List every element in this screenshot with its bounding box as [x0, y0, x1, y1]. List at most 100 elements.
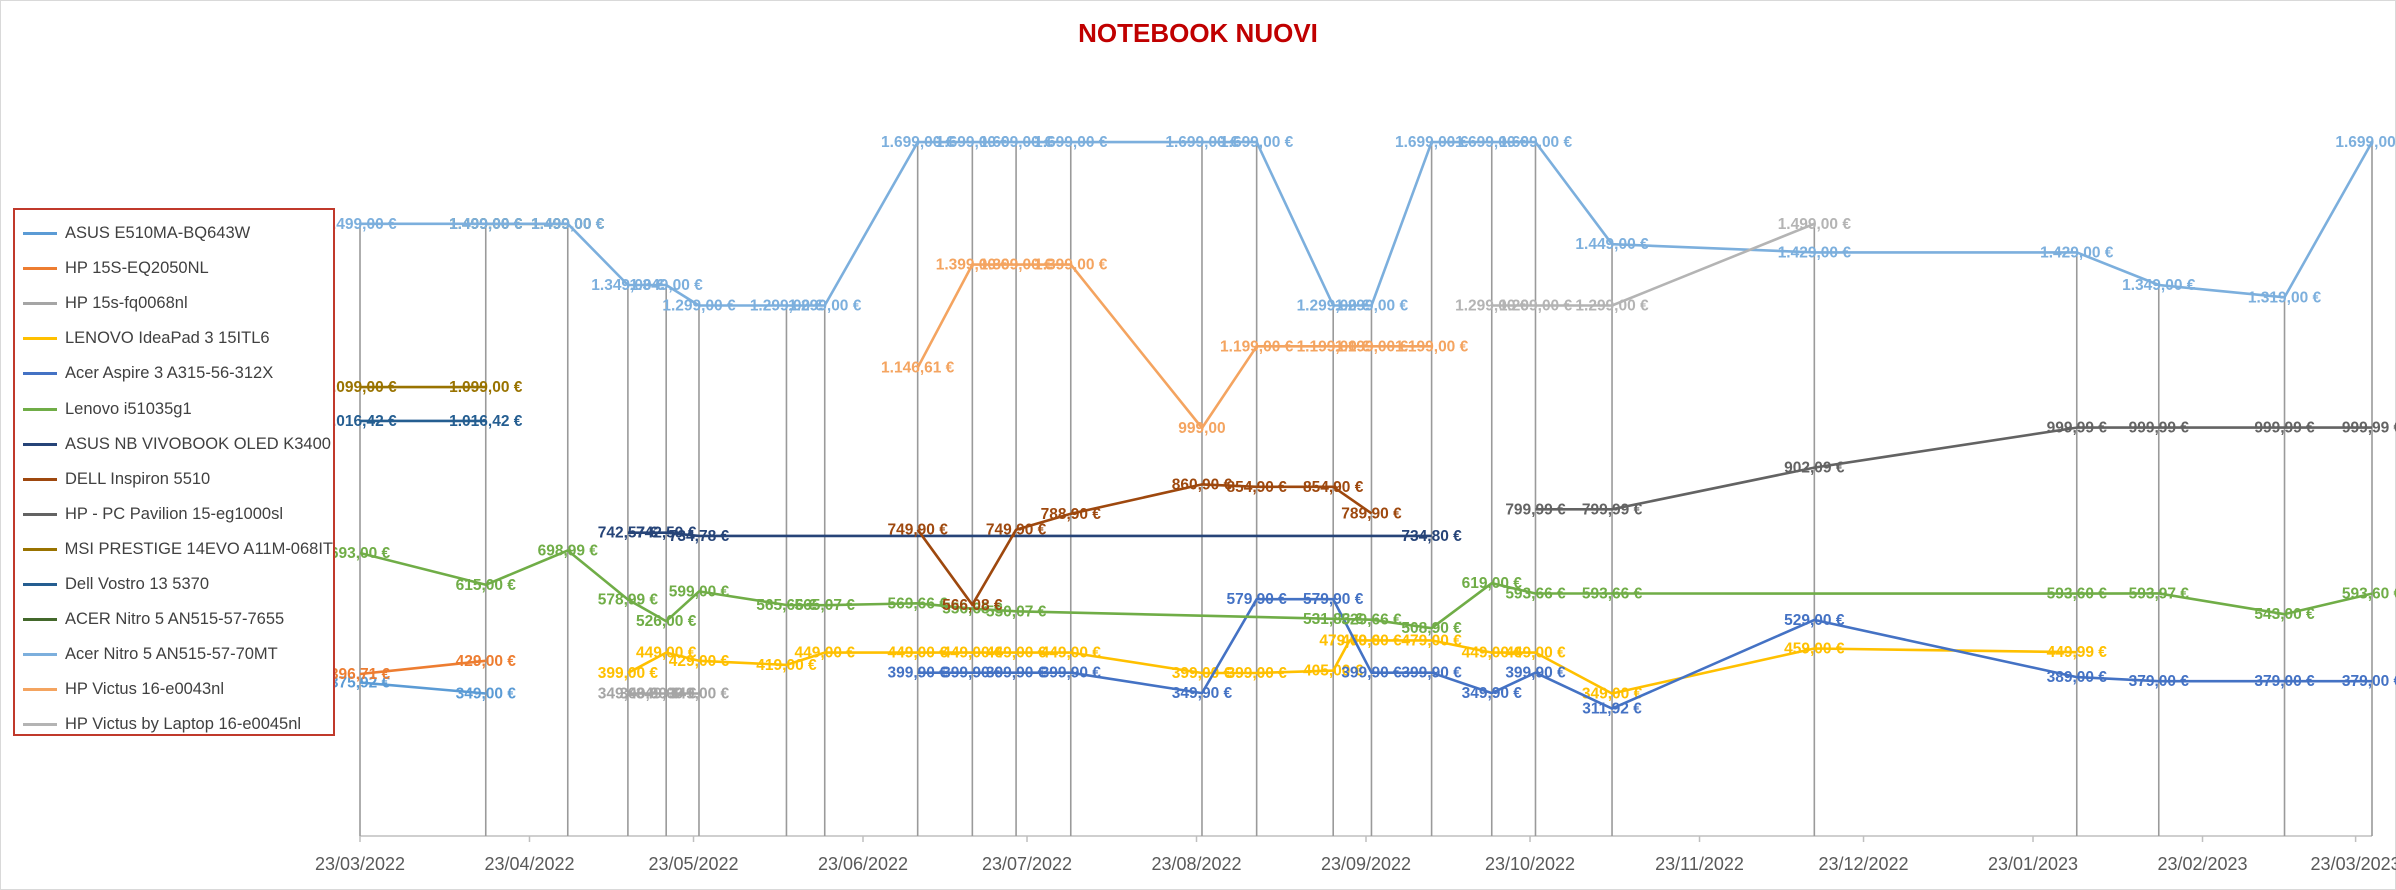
- data-label-3-4: 449,00 €: [795, 645, 856, 662]
- legend-label: DELL Inspiron 5510: [65, 469, 211, 488]
- data-label-12-22: 1.349,00 €: [2122, 277, 2196, 294]
- series-line-5: [359, 549, 2373, 630]
- legend-swatch: [23, 477, 57, 481]
- data-label-3-2: 429,00 €: [669, 653, 730, 670]
- data-label-7-2: 749,90 €: [986, 522, 1047, 539]
- legend-label: HP 15S-EQ2050NL: [65, 259, 209, 278]
- series-line-8: [1535, 426, 2372, 511]
- legend-item: ASUS NB VIVOBOOK OLED K3400: [15, 427, 333, 462]
- legend-item: HP Victus by Laptop 16-e0045nl: [15, 707, 333, 742]
- series-line-4: [917, 597, 2372, 710]
- data-label-13-8: 1.199,00 €: [1395, 338, 1469, 355]
- data-label-13-1: 1.399,00 €: [936, 257, 1010, 274]
- legend-item: HP 15s-fq0068nl: [15, 286, 333, 321]
- data-label-5-0: 693,00 €: [330, 545, 391, 562]
- legend-item: ACER Nitro 5 AN515-57-7655: [15, 602, 333, 637]
- data-label-3-1: 449,00 €: [636, 645, 697, 662]
- legend-swatch: [23, 372, 57, 376]
- data-label-3-14: 479,00 €: [1401, 632, 1462, 649]
- data-label-3-5: 449,00 €: [888, 645, 949, 662]
- legend-item: HP 15S-EQ2050NL: [15, 251, 333, 286]
- x-tick-label-8: 23/11/2022: [1655, 854, 1744, 874]
- x-tick-label-9: 23/12/2022: [1818, 854, 1908, 874]
- legend-item: Lenovo i51035g1: [15, 391, 333, 426]
- data-label-9-0: 1.099,00 €: [323, 379, 397, 396]
- data-label-4-12: 529,00 €: [1784, 612, 1845, 629]
- legend-label: HP Victus by Laptop 16-e0045nl: [65, 715, 302, 734]
- legend-swatch: [23, 723, 57, 727]
- data-label-12-8: 1.699,00 €: [881, 134, 955, 151]
- data-label-5-11: 531,83 €: [1303, 611, 1364, 628]
- data-label-3-19: 449,99 €: [2047, 644, 2108, 661]
- legend-swatch: [23, 618, 57, 622]
- legend-item: Dell Vostro 13 5370: [15, 567, 333, 602]
- data-label-5-12: 529,66 €: [1341, 612, 1402, 629]
- data-label-5-8: 569,66 €: [888, 595, 949, 612]
- data-label-12-1: 1.499,00 €: [449, 216, 523, 233]
- series-line-0: [359, 681, 486, 695]
- data-label-12-0: 1.499,00 €: [323, 216, 397, 233]
- data-label-12-16: 1.699,00 €: [1395, 134, 1469, 151]
- data-label-4-8: 399,90 €: [1401, 665, 1462, 682]
- data-label-12-11: 1.699,00 €: [1034, 134, 1108, 151]
- legend-swatch: [23, 442, 57, 446]
- legend-label: ACER Nitro 5 AN515-57-7655: [65, 610, 285, 629]
- data-label-12-20: 1.429,00 €: [1778, 244, 1852, 261]
- data-label-8-1: 799,99 €: [1582, 501, 1643, 518]
- data-label-6-3: 734,80 €: [1401, 528, 1462, 545]
- data-label-3-9: 399,00 €: [1172, 665, 1233, 682]
- legend-label: LENOVO IdeaPad 3 15ITL6: [65, 329, 270, 348]
- data-label-5-17: 593,60 €: [2047, 586, 2108, 603]
- x-tick-label-0: 23/03/2022: [315, 854, 405, 874]
- legend-item: ASUS E510MA-BQ643W: [15, 216, 333, 251]
- data-label-4-16: 379,00 €: [2342, 673, 2396, 690]
- series-line-6: [627, 531, 1432, 538]
- legend-swatch: [23, 547, 57, 551]
- legend-label: MSI PRESTIGE 14EVO A11M-068IT: [64, 539, 333, 558]
- data-label-4-10: 399,90 €: [1505, 665, 1566, 682]
- data-label-3-6: 449,00 €: [942, 645, 1003, 662]
- data-label-4-2: 399,90 €: [986, 665, 1047, 682]
- series-line-14: [1491, 222, 1815, 307]
- chart-legend: ASUS E510MA-BQ643W HP 15S-EQ2050NL HP 15s-…: [13, 208, 335, 736]
- data-label-14-2: 1.299,00 €: [1575, 297, 1649, 314]
- data-label-12-7: 1.299,00 €: [788, 297, 862, 314]
- data-label-6-0: 742,57 €: [598, 525, 659, 542]
- data-label-1-0: 396,71 €: [330, 666, 391, 683]
- data-label-4-15: 379,00 €: [2254, 673, 2315, 690]
- data-label-13-3: 1.399,00 €: [1034, 257, 1108, 274]
- data-label-4-6: 579,90 €: [1303, 591, 1364, 608]
- data-label-3-11: 405,00 €: [1303, 663, 1364, 680]
- data-label-4-1: 399,90 €: [942, 665, 1003, 682]
- legend-swatch: [23, 653, 57, 657]
- data-label-13-2: 1.399,00 €: [979, 257, 1053, 274]
- legend-item: DELL Inspiron 5510: [15, 462, 333, 497]
- legend-item: Acer Aspire 3 A315-56-312X: [15, 356, 333, 391]
- data-label-5-3: 578,99 €: [598, 592, 659, 609]
- data-label-7-3: 788,90 €: [1041, 506, 1102, 523]
- x-tick-label-6: 23/09/2022: [1321, 854, 1411, 874]
- data-label-12-12: 1.699,00 €: [1165, 134, 1239, 151]
- data-label-2-1: 349,00 €: [620, 685, 681, 702]
- data-label-12-14: 1.299,00 €: [1297, 297, 1371, 314]
- data-label-3-12: 479,00 €: [1319, 632, 1380, 649]
- data-label-12-21: 1.429,00 €: [2040, 244, 2114, 261]
- data-label-14-1: 1.299,00 €: [1499, 297, 1573, 314]
- data-label-5-5: 599,00 €: [669, 583, 730, 600]
- data-label-5-9: 556,65 €: [942, 601, 1003, 618]
- legend-item: LENOVO IdeaPad 3 15ITL6: [15, 321, 333, 356]
- data-label-12-18: 1.699,00 €: [1499, 134, 1573, 151]
- data-label-3-7: 449,00 €: [986, 645, 1047, 662]
- legend-label: HP - PC Pavilion 15-eg1000sl: [65, 504, 283, 523]
- data-label-0-1: 349,00 €: [456, 685, 517, 702]
- data-label-4-0: 399,90 €: [888, 665, 949, 682]
- legend-swatch: [23, 407, 57, 411]
- data-label-4-3: 399,90 €: [1041, 665, 1102, 682]
- series-line-7: [916, 483, 1373, 607]
- x-tick-label-1: 23/04/2022: [484, 854, 574, 874]
- data-label-4-14: 379,00 €: [2129, 673, 2190, 690]
- data-label-3-15: 449,00 €: [1462, 645, 1523, 662]
- x-tick-label-12: 23/03/2023: [2311, 854, 2396, 874]
- data-label-13-7: 1.199,00 €: [1335, 338, 1409, 355]
- data-label-6-2: 734,78 €: [669, 528, 730, 545]
